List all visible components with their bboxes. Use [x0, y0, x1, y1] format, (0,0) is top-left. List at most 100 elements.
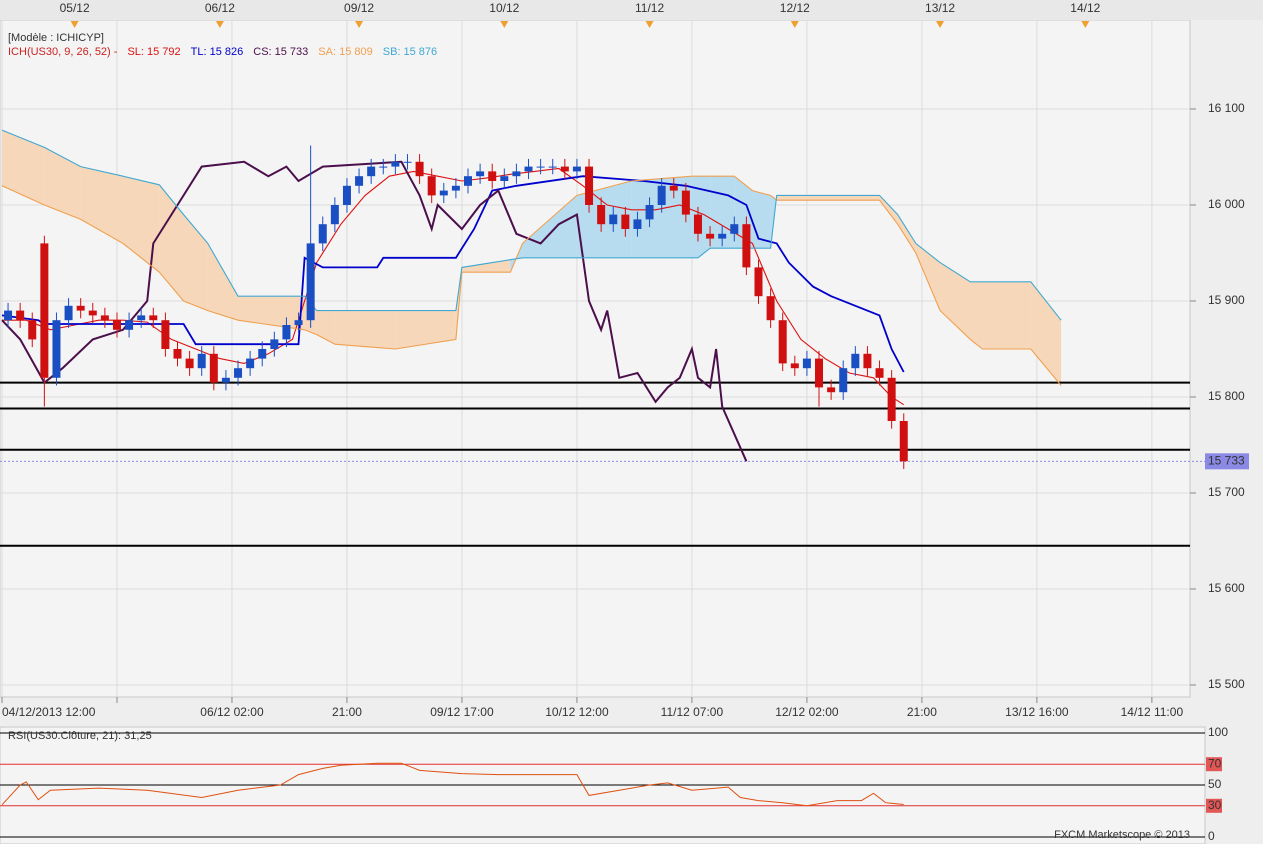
candle-body	[512, 171, 521, 177]
x-tick-label: 21:00	[907, 705, 937, 719]
level-box	[1206, 798, 1222, 813]
candle-body	[754, 267, 763, 297]
date-marker-label: 12/12	[780, 1, 810, 15]
date-marker	[645, 21, 654, 28]
candle-body	[209, 353, 218, 383]
series-line	[2, 167, 904, 406]
y-tick-label: 16 100	[1208, 101, 1245, 115]
candle-body	[802, 358, 811, 369]
candle-body	[125, 320, 134, 330]
candle-body	[270, 339, 279, 349]
legend-entry: TL: 15 826	[191, 46, 244, 58]
candle-body	[64, 305, 73, 321]
candle-body	[706, 233, 715, 239]
candle-body	[197, 353, 206, 369]
candle-body	[500, 176, 509, 181]
candle-body	[415, 161, 424, 177]
legend: ICH(US30, 9, 26, 52) - SL: 15 792 TL: 15 8…	[8, 46, 437, 58]
candle-body	[536, 166, 545, 168]
candle-body	[112, 320, 121, 330]
series-line	[1, 175, 905, 373]
candle-body	[342, 185, 351, 205]
series-line	[1, 129, 1062, 321]
candle-body	[100, 315, 109, 321]
candle-body	[488, 171, 497, 181]
footer: FXCM Marketscope © 2013	[1054, 829, 1190, 841]
y-tick-label: 0	[1208, 829, 1215, 843]
date-marker-label: 11/12	[635, 1, 664, 15]
x-tick-label: 04/12/2013 12:00	[2, 705, 96, 719]
candle-body	[657, 185, 666, 205]
candle-body	[548, 166, 557, 168]
y-tick-label: 15 700	[1208, 485, 1245, 499]
candle-body	[524, 166, 533, 172]
date-marker	[790, 21, 799, 28]
x-tick-label: 11/12 07:00	[661, 705, 724, 719]
candle-body	[88, 310, 97, 316]
candle-body	[306, 243, 315, 321]
y-tick-label: 50	[1208, 777, 1222, 791]
y-tick-label: 70	[1208, 756, 1222, 770]
candle-body	[52, 320, 61, 378]
candle-body	[28, 320, 37, 340]
legend-entry: SA: 15 809	[318, 46, 372, 58]
cloud-segment	[940, 262, 971, 340]
candle-body	[839, 368, 848, 393]
cloud-segment	[316, 310, 335, 345]
last-price-box	[1205, 453, 1249, 470]
legend-entry: CS: 15 733	[253, 46, 308, 58]
candle-body	[609, 214, 618, 225]
cloud-segment	[710, 176, 735, 249]
candle-body	[330, 204, 339, 225]
candle-body	[76, 305, 85, 311]
cloud-segment	[44, 147, 81, 220]
candle-body	[778, 320, 787, 364]
y-tick-label: 15 800	[1208, 389, 1245, 403]
cloud-segment	[897, 214, 916, 253]
x-tick-label: 14/12 11:00	[1121, 705, 1184, 719]
candle-body	[137, 315, 146, 321]
candle-body	[730, 224, 739, 234]
cloud-segment	[334, 310, 396, 349]
date-marker	[1081, 21, 1090, 28]
model-label: [Modèle : ICHICYP]	[8, 32, 104, 44]
date-marker	[500, 21, 509, 28]
cloud-segment	[159, 184, 184, 301]
candle-body	[367, 166, 376, 177]
x-tick-label: 09/12 17:00	[430, 705, 494, 719]
candle-body	[815, 358, 824, 388]
cloud-segment	[238, 296, 305, 330]
date-marker	[355, 21, 364, 28]
candle-body	[851, 353, 860, 369]
candle-body	[790, 363, 799, 369]
legend-entry: SB: 15 876	[383, 46, 437, 58]
candle-body	[246, 358, 255, 369]
candle-body	[585, 166, 594, 205]
series-line	[1, 175, 1062, 386]
legend-entry: SL: 15 792	[127, 46, 180, 58]
date-bar	[0, 0, 1263, 20]
candle-body	[221, 377, 230, 383]
y-tick-label: 15 500	[1208, 677, 1245, 691]
candle-body	[887, 377, 896, 421]
candle-body	[185, 358, 194, 369]
cloud-segment	[461, 259, 511, 273]
last-price-label: 15 733	[1208, 453, 1245, 467]
candle-body	[294, 320, 303, 325]
candle-body	[633, 219, 642, 229]
candle-body	[258, 348, 267, 359]
candle-body	[645, 204, 654, 220]
candle-body	[476, 171, 485, 177]
cloud-segment	[1, 130, 45, 205]
candle-body	[718, 233, 727, 239]
candle-body	[403, 161, 412, 163]
cloud-segment	[207, 243, 239, 321]
date-marker-label: 13/12	[925, 1, 955, 15]
candle-body	[318, 224, 327, 244]
cloud-segment	[183, 214, 208, 311]
y-tick-label: 16 000	[1208, 197, 1245, 211]
x-tick-label: 10/12 12:00	[545, 705, 609, 719]
